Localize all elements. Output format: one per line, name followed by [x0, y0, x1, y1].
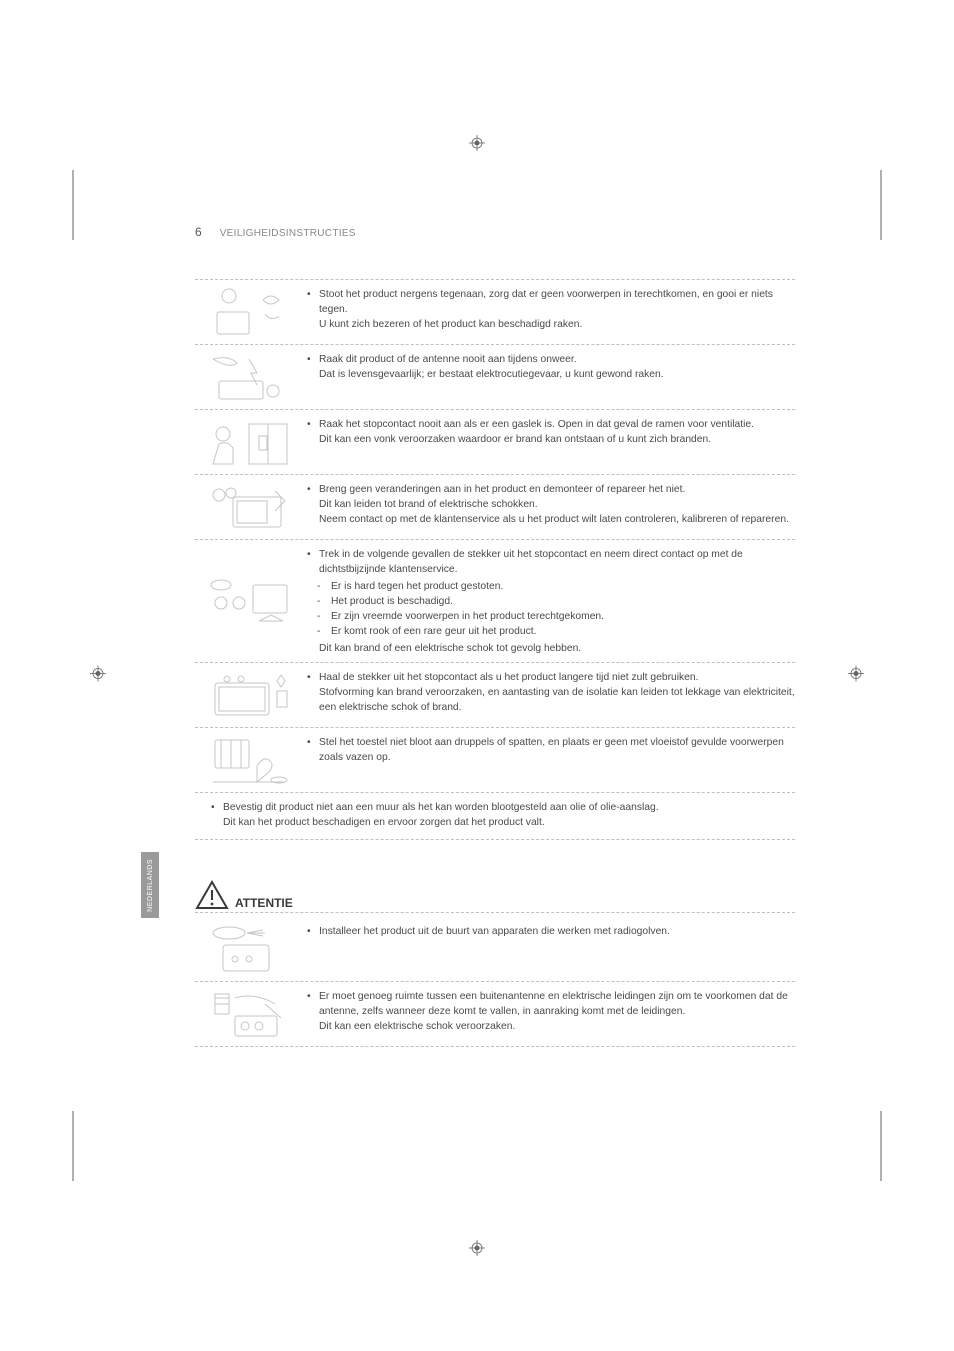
instruction-icon: [195, 351, 305, 403]
instruction-row: Stel het toestel niet bloot aan druppels…: [195, 727, 795, 792]
instruction-text: Installeer het product uit de buurt van …: [305, 923, 795, 975]
crop-mark: [72, 1111, 74, 1181]
instruction-row: Breng geen veranderingen aan in het prod…: [195, 474, 795, 539]
instruction-icon: [195, 988, 305, 1040]
instruction-row: Stoot het product nergens tegenaan, zorg…: [195, 279, 795, 344]
instruction-icon: [195, 923, 305, 975]
instruction-row: Installeer het product uit de buurt van …: [195, 917, 795, 981]
crop-mark: [72, 170, 74, 240]
instruction-icon: [195, 286, 305, 338]
instruction-row: Er moet genoeg ruimte tussen een buitena…: [195, 981, 795, 1047]
crop-mark: [880, 170, 882, 240]
instruction-text: Breng geen veranderingen aan in het prod…: [305, 481, 795, 533]
instruction-icon: [195, 669, 305, 721]
instruction-icon: [195, 546, 305, 656]
instruction-icon: [195, 481, 305, 533]
language-tab: NEDERLANDS: [141, 852, 159, 918]
crop-mark: [880, 1111, 882, 1181]
page-content: 6 VEILIGHEIDSINSTRUCTIES Stoot het produ…: [195, 225, 795, 1047]
instruction-icon: [195, 734, 305, 786]
instruction-text: Haal de stekker uit het stopcontact als …: [305, 669, 795, 721]
registration-mark-right: [848, 665, 864, 686]
safety-instructions-section: Stoot het product nergens tegenaan, zorg…: [195, 279, 795, 840]
manual-page: NEDERLANDS 6 VEILIGHEIDSINSTRUCTIES Stoo…: [0, 0, 954, 1351]
instruction-row: Trek in de volgende gevallen de stekker …: [195, 539, 795, 662]
instruction-text: Stoot het product nergens tegenaan, zorg…: [305, 286, 795, 338]
instruction-text: Trek in de volgende gevallen de stekker …: [305, 546, 795, 656]
page-header: 6 VEILIGHEIDSINSTRUCTIES: [195, 225, 795, 239]
registration-mark-top: [469, 135, 485, 156]
warning-icon: [195, 880, 229, 910]
instruction-icon: [195, 416, 305, 468]
instruction-row: Raak het stopcontact nooit aan als er ee…: [195, 409, 795, 474]
instruction-text: Raak dit product of de antenne nooit aan…: [305, 351, 795, 403]
section-title: VEILIGHEIDSINSTRUCTIES: [220, 228, 356, 239]
attention-section: ATTENTIE Installeer het product uit de b…: [195, 880, 795, 1047]
registration-mark-bottom: [469, 1240, 485, 1261]
instruction-row-fullwidth: Bevestig dit product niet aan een muur a…: [195, 792, 795, 840]
instruction-row: Raak dit product of de antenne nooit aan…: [195, 344, 795, 409]
attention-heading: ATTENTIE: [195, 880, 795, 913]
page-number: 6: [195, 225, 202, 239]
language-tab-label: NEDERLANDS: [147, 859, 154, 912]
instruction-text: Stel het toestel niet bloot aan druppels…: [305, 734, 795, 786]
instruction-text: Er moet genoeg ruimte tussen een buitena…: [305, 988, 795, 1040]
instruction-text: Raak het stopcontact nooit aan als er ee…: [305, 416, 795, 468]
instruction-row: Haal de stekker uit het stopcontact als …: [195, 662, 795, 727]
registration-mark-left: [90, 665, 106, 686]
attention-heading-text: ATTENTIE: [235, 896, 293, 910]
